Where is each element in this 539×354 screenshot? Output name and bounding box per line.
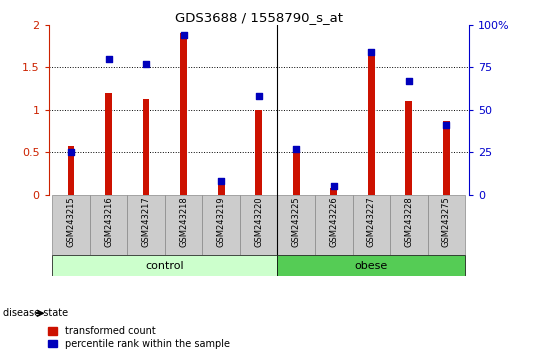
Text: GSM243227: GSM243227 [367,197,376,247]
FancyBboxPatch shape [165,195,203,255]
FancyBboxPatch shape [203,195,240,255]
Point [217,178,225,184]
Point [67,149,75,155]
Bar [143,99,149,195]
Text: GSM243215: GSM243215 [66,197,75,247]
FancyBboxPatch shape [127,195,165,255]
Bar [255,110,262,195]
Text: GSM243275: GSM243275 [442,197,451,247]
Bar [105,93,112,195]
Point [104,56,113,62]
Bar [368,50,375,195]
Text: GSM243219: GSM243219 [217,197,226,247]
Text: disease state: disease state [3,308,68,318]
FancyBboxPatch shape [390,195,427,255]
Text: GSM243225: GSM243225 [292,197,301,247]
Bar [180,33,187,195]
Text: GSM243226: GSM243226 [329,197,338,247]
Bar [68,147,74,195]
Bar [218,184,225,195]
Bar [330,188,337,195]
Bar [293,148,300,195]
FancyBboxPatch shape [278,255,465,276]
FancyBboxPatch shape [315,195,353,255]
FancyBboxPatch shape [52,255,278,276]
Point [442,122,451,128]
FancyBboxPatch shape [278,195,315,255]
FancyBboxPatch shape [90,195,127,255]
Point [367,49,376,55]
Point [254,93,263,99]
Bar [405,101,412,195]
Point [142,61,150,67]
FancyBboxPatch shape [353,195,390,255]
Text: control: control [146,261,184,271]
Title: GDS3688 / 1558790_s_at: GDS3688 / 1558790_s_at [175,11,343,24]
Text: GSM243228: GSM243228 [404,197,413,247]
FancyBboxPatch shape [240,195,278,255]
Text: GSM243220: GSM243220 [254,197,263,247]
Text: GSM243217: GSM243217 [142,197,150,247]
Bar [443,121,450,195]
Point [292,146,301,152]
Point [179,32,188,38]
Text: obese: obese [355,261,388,271]
Text: GSM243216: GSM243216 [104,197,113,247]
Text: GSM243218: GSM243218 [179,197,188,247]
Point [405,78,413,84]
FancyBboxPatch shape [427,195,465,255]
Legend: transformed count, percentile rank within the sample: transformed count, percentile rank withi… [48,326,230,349]
FancyBboxPatch shape [52,195,90,255]
Point [329,183,338,189]
